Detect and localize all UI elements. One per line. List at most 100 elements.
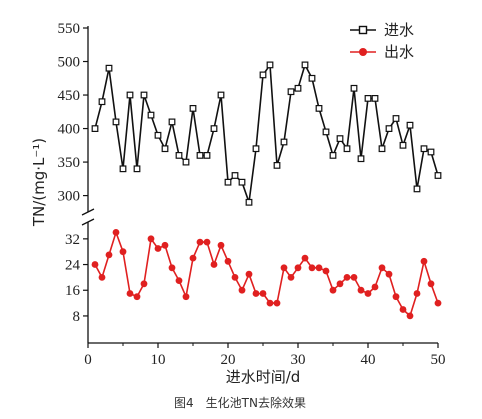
data-point	[287, 88, 295, 96]
data-point	[273, 162, 281, 169]
data-point	[343, 145, 351, 153]
data-point	[364, 290, 372, 297]
data-point	[322, 267, 330, 275]
data-point	[273, 299, 281, 307]
data-point	[217, 241, 225, 249]
data-point	[420, 145, 428, 153]
data-point	[371, 94, 379, 102]
data-point	[357, 155, 365, 163]
data-point	[336, 135, 344, 143]
y-lower-tick-label: 8	[73, 309, 81, 325]
data-point	[301, 254, 309, 262]
y-axis-label: TN/(mg·L⁻¹)	[30, 138, 48, 227]
series-outflow	[91, 229, 442, 320]
axes: 0 10 20 30 40 50 300 350 400 450 500 550 8 16 24 32	[58, 21, 446, 368]
data-point	[196, 152, 204, 159]
data-point	[343, 274, 351, 281]
data-point	[147, 235, 155, 243]
series-inflow	[91, 61, 442, 206]
data-point	[196, 238, 204, 246]
data-point	[245, 198, 253, 206]
data-point	[231, 274, 239, 281]
y-upper-tick-label: 400	[58, 122, 81, 138]
data-point	[392, 115, 400, 122]
x-tick-label: 30	[291, 352, 306, 368]
data-point	[133, 293, 141, 301]
data-point	[385, 125, 393, 133]
data-point	[175, 277, 183, 284]
data-point	[287, 274, 295, 281]
data-point	[308, 74, 316, 82]
data-point	[224, 257, 232, 265]
data-point	[119, 248, 127, 256]
data-point	[280, 264, 288, 272]
data-point	[182, 158, 190, 166]
data-point	[154, 245, 162, 252]
data-point	[434, 172, 442, 179]
data-point	[126, 290, 134, 297]
x-tick-label: 10	[151, 352, 166, 368]
data-point	[112, 229, 120, 236]
data-point	[280, 138, 288, 146]
data-point	[336, 280, 344, 288]
data-point	[434, 299, 442, 307]
figure-caption: 图4 生化池TN去除效果	[174, 395, 306, 410]
data-point	[217, 91, 225, 99]
y-upper-tick-label: 300	[58, 189, 81, 205]
data-point	[238, 286, 246, 294]
data-point	[266, 61, 274, 69]
data-point	[427, 280, 435, 288]
data-point	[140, 280, 148, 288]
data-point	[294, 84, 302, 92]
y-upper-tick-label: 350	[58, 155, 81, 171]
series-line	[94, 64, 439, 204]
data-point	[364, 94, 372, 102]
data-point	[168, 264, 176, 272]
data-point	[315, 104, 323, 112]
data-point	[189, 104, 197, 112]
data-point	[357, 286, 365, 294]
data-point	[308, 264, 316, 272]
data-point	[140, 91, 148, 99]
data-point	[147, 111, 155, 119]
data-point	[112, 118, 120, 126]
data-point	[175, 152, 183, 159]
y-lower-tick-label: 32	[65, 232, 80, 248]
data-point	[413, 290, 421, 297]
data-point	[385, 270, 393, 278]
data-point	[329, 152, 337, 159]
legend-label-inflow: 进水	[384, 21, 414, 39]
data-point	[168, 118, 176, 126]
data-point	[259, 71, 267, 79]
data-point	[420, 257, 428, 265]
data-point	[378, 264, 386, 272]
data-point	[210, 261, 218, 268]
data-point	[406, 312, 414, 320]
data-point	[203, 152, 211, 159]
data-point	[322, 128, 330, 136]
data-point	[350, 84, 358, 92]
data-point	[329, 286, 337, 294]
data-point	[371, 283, 379, 291]
data-point	[231, 172, 239, 179]
data-point	[203, 238, 211, 246]
data-point	[105, 251, 113, 259]
data-point	[315, 264, 323, 272]
data-point	[119, 165, 127, 173]
x-axis-label: 进水时间/d	[226, 368, 301, 386]
data-point	[224, 178, 232, 186]
data-point	[266, 299, 274, 307]
data-point	[399, 141, 407, 149]
legend: 进水 出水	[350, 21, 414, 61]
data-point	[406, 121, 414, 129]
data-point	[378, 145, 386, 153]
legend-marker-inflow	[358, 25, 368, 35]
data-point	[259, 290, 267, 297]
y-upper-tick-label: 550	[58, 21, 81, 37]
y-upper-tick-label: 500	[58, 55, 81, 71]
data-point	[154, 131, 162, 139]
y-lower-tick-label: 24	[65, 258, 81, 274]
legend-marker-outflow	[359, 48, 367, 56]
data-point	[98, 274, 106, 281]
